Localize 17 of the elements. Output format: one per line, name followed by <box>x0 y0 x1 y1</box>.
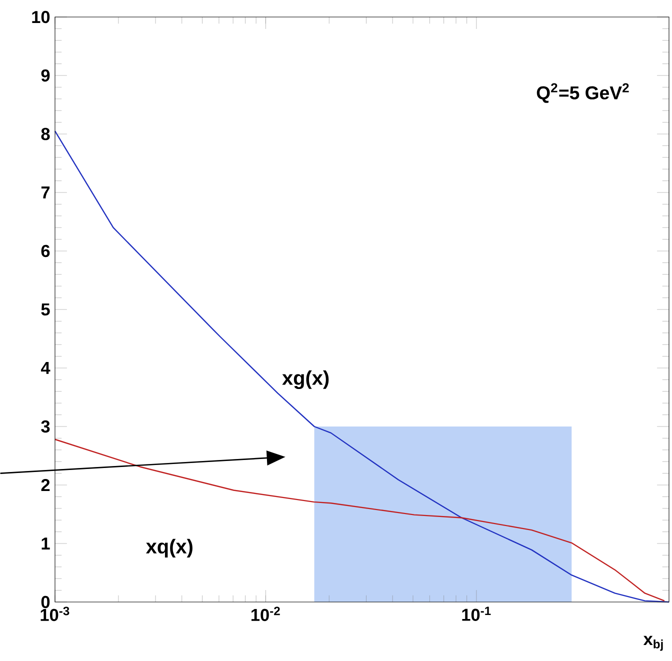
y-tick-label: 5 <box>41 303 50 316</box>
y-tick-label: 10 <box>32 10 50 24</box>
y-tick-label: 4 <box>40 362 50 374</box>
y-tick-label: 7 <box>41 186 50 198</box>
x-axis-title: x$_{bj}$ <box>643 636 663 651</box>
y-tick-label: 3 <box>41 420 50 433</box>
x-tick-label: 10$^{-2}$ <box>251 606 280 622</box>
y-tick-label: 2 <box>41 478 50 492</box>
annotation: Q$^{2}$=5 GeV$^{2}$ <box>536 83 629 103</box>
y-tick-label: 6 <box>41 244 50 258</box>
text: xq(x) <box>146 538 192 558</box>
x-tick-label: 10$^{-1}$ <box>462 606 491 621</box>
y-tick-label: 1 <box>42 538 50 550</box>
y-tick-label: 8 <box>41 128 50 140</box>
y-tick-label: 9 <box>41 69 50 82</box>
series-label: xg(x) <box>282 370 329 390</box>
y-tick-label: 0 <box>41 596 50 608</box>
